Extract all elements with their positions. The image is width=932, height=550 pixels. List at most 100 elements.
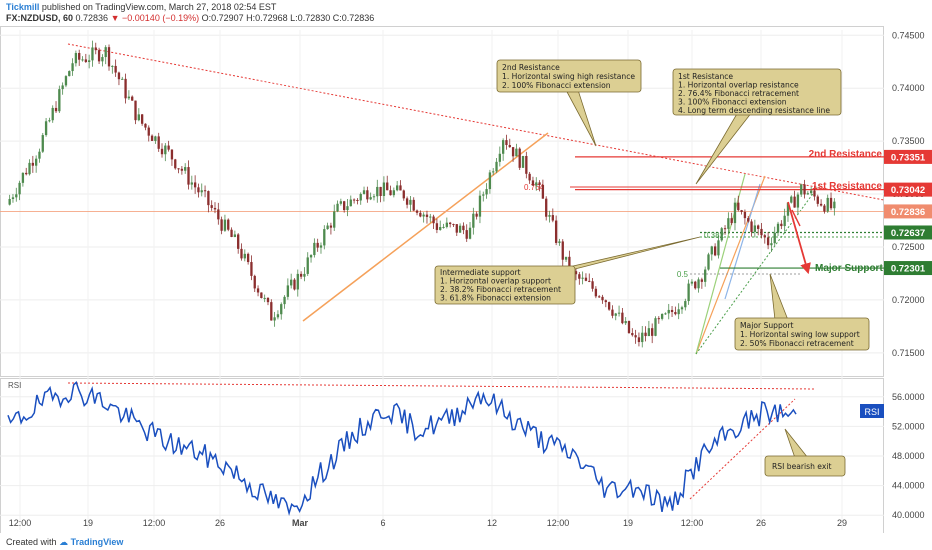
- candle-body: [515, 148, 518, 157]
- descending-resistance-line[interactable]: [67, 43, 884, 201]
- candle-body: [34, 158, 38, 166]
- candle-body: [230, 229, 233, 237]
- candle-body: [528, 173, 531, 181]
- candle-body: [280, 304, 283, 315]
- down-arrow-icon: ▼: [110, 13, 120, 23]
- symbol-name[interactable]: FX:NZDUSD, 60: [6, 13, 74, 23]
- second-resistance-note[interactable]: 2nd Resistance 1. Horizontal swing high …: [496, 59, 642, 93]
- label-1st-resistance: 1st Resistance: [812, 181, 882, 192]
- rsi-series-line[interactable]: [7, 381, 797, 517]
- candle-body: [84, 59, 87, 62]
- candle-body: [170, 149, 174, 160]
- level-price-tag-text: 0.72637: [891, 228, 925, 239]
- candle-body: [54, 107, 58, 112]
- candle-body: [535, 182, 538, 186]
- candle-body: [647, 328, 651, 337]
- candle-body: [111, 65, 114, 67]
- candle-body: [707, 254, 710, 270]
- level-lines: [0, 156, 884, 269]
- note-int-sup-line-2: 2. 38.2% Fibonacci retracement: [440, 285, 561, 294]
- candle-body: [574, 271, 578, 275]
- candle-body: [829, 197, 833, 209]
- fib-leg-blue[interactable]: [724, 183, 761, 300]
- candle-body: [147, 127, 150, 136]
- candle-body: [664, 313, 667, 315]
- candle-body: [227, 219, 230, 230]
- candle-body: [694, 281, 697, 289]
- publisher-name[interactable]: Tickmill: [6, 2, 40, 12]
- candle-body: [558, 241, 561, 243]
- price-tick-label: 0.72500: [892, 242, 925, 252]
- candle-body: [71, 63, 74, 72]
- published-text: published on TradingView.com, March 27, …: [41, 2, 277, 12]
- rsi-support-line[interactable]: [689, 398, 796, 500]
- last-price: 0.72836: [75, 13, 109, 23]
- candle-body: [167, 145, 170, 150]
- note-major-sup-line-1: 1. Horizontal swing low support: [740, 330, 860, 339]
- candle-body: [521, 155, 525, 168]
- intermediate-support-note[interactable]: Intermediate support 1. Horizontal overl…: [434, 265, 576, 305]
- candle-body: [323, 229, 326, 246]
- candle-body: [435, 223, 439, 230]
- projection-arrow-short[interactable]: [791, 209, 801, 227]
- candle-body: [561, 241, 564, 260]
- candle-body: [396, 185, 399, 191]
- time-tick-label: Mar: [292, 518, 309, 528]
- candle-body: [319, 245, 323, 248]
- candle-body: [253, 275, 256, 289]
- rsi-note-text: RSI bearish exit: [772, 462, 831, 471]
- candle-body: [766, 237, 770, 246]
- price-tick-label: 0.74000: [892, 83, 925, 93]
- candle-body: [617, 312, 621, 314]
- candle-body: [445, 222, 448, 227]
- candle-body: [501, 140, 505, 154]
- candle-body: [233, 234, 237, 237]
- candle-body: [727, 218, 730, 229]
- fib-extension-leg-up[interactable]: [302, 132, 549, 322]
- rsi-resistance-line[interactable]: [67, 382, 816, 390]
- candle-body: [117, 72, 121, 80]
- candle-body: [551, 215, 554, 221]
- level-price-tag-text: 0.72301: [891, 264, 926, 275]
- candle-body: [667, 309, 670, 314]
- candle-body: [588, 280, 591, 282]
- candle-body: [505, 140, 508, 146]
- price-tick-label: 0.71500: [892, 348, 925, 358]
- time-axis[interactable]: 12:00 19 12:00 26 Mar 6 12 12:00 19 12:00 26 29: [9, 518, 847, 528]
- candle-body: [174, 159, 177, 169]
- note-1st-res-line-3: 3. 100% Fibonacci extension: [678, 98, 787, 107]
- candle-body: [48, 120, 51, 122]
- note-2nd-res-line-0: 2nd Resistance: [502, 63, 560, 72]
- candle-body: [740, 210, 743, 212]
- note-int-sup-line-1: 1. Horizontal overlap support: [440, 277, 551, 286]
- rsi-axis[interactable]: 40.0000 44.0000 48.0000 52.0000 56.0000: [892, 392, 925, 520]
- drawing-layer: 0.764 0.382 0.5: [67, 43, 884, 355]
- first-resistance-note[interactable]: 1st Resistance 1. Horizontal overlap res…: [672, 68, 842, 116]
- price-tick-label: 0.72000: [892, 295, 925, 305]
- chart-canvas[interactable]: 0.764 0.382 0.5 RSI 0.71500 0.72000 0.7250…: [0, 24, 932, 534]
- level-price-tag-text: 0.73042: [891, 185, 925, 196]
- note-int-sup-line-0: Intermediate support: [440, 268, 521, 277]
- candle-body: [38, 151, 41, 159]
- projection-arrow-major[interactable]: [787, 201, 811, 275]
- label-major-support: Major Support: [815, 263, 883, 274]
- tradingview-link[interactable]: TradingView: [70, 537, 124, 547]
- candle-body: [690, 281, 694, 284]
- candle-body: [74, 52, 78, 64]
- rsi-tick-label: 48.0000: [892, 451, 925, 461]
- ascending-support-line[interactable]: [695, 183, 821, 355]
- candle-body: [180, 168, 184, 171]
- candle-body: [452, 224, 455, 226]
- level-price-tag-text: 0.73351: [891, 152, 926, 163]
- major-support-note[interactable]: Major Support 1. Horizontal swing low su…: [734, 317, 870, 351]
- candle-body: [753, 225, 757, 232]
- candle-body: [240, 248, 243, 259]
- fib-leg-green[interactable]: [695, 173, 746, 355]
- candle-body: [339, 201, 343, 204]
- rsi-tick-label: 44.0000: [892, 481, 925, 491]
- candle-body: [412, 199, 415, 211]
- time-tick-label: 6: [380, 518, 385, 528]
- rsi-note[interactable]: RSI bearish exit: [764, 455, 846, 477]
- time-tick-label: 19: [83, 518, 93, 528]
- candle-body: [217, 209, 220, 220]
